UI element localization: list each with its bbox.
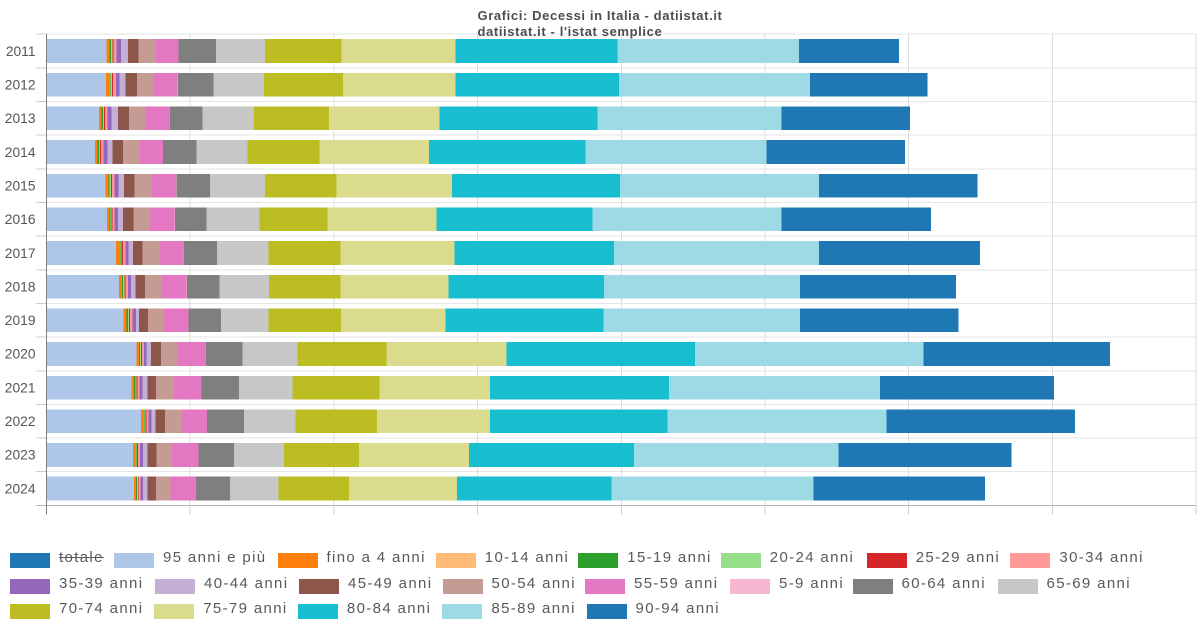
svg-text:2016: 2016: [5, 212, 36, 227]
svg-text:2023: 2023: [5, 448, 36, 463]
svg-text:2013: 2013: [5, 111, 36, 126]
svg-text:2011: 2011: [6, 44, 36, 59]
svg-text:2014: 2014: [5, 145, 36, 160]
svg-text:2017: 2017: [5, 246, 36, 261]
svg-text:2015: 2015: [5, 179, 36, 194]
svg-text:2012: 2012: [5, 78, 36, 93]
svg-text:2019: 2019: [5, 313, 36, 328]
svg-text:2021: 2021: [5, 380, 36, 395]
svg-text:2022: 2022: [5, 414, 36, 429]
svg-text:2024: 2024: [5, 481, 36, 496]
svg-text:2020: 2020: [5, 347, 36, 362]
svg-text:2018: 2018: [5, 279, 36, 294]
